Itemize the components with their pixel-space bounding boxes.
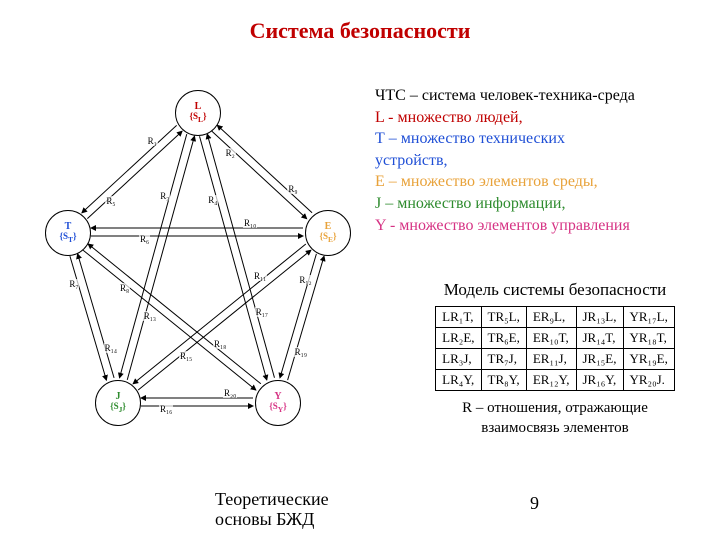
table-cell: JR₁₃L, bbox=[576, 307, 623, 328]
edge-label: R₇ bbox=[68, 279, 79, 289]
node-L: L{SL} bbox=[175, 90, 221, 136]
legend: ЧТС – система человек-техника-средаL - м… bbox=[375, 85, 710, 236]
footer-page: 9 bbox=[530, 493, 539, 514]
table-cell: ER₁₀T, bbox=[526, 328, 576, 349]
edge-label: R₁₃ bbox=[143, 311, 157, 321]
table-cell: LR₂E, bbox=[436, 328, 481, 349]
edge-label: R₁₁ bbox=[253, 271, 267, 281]
legend-line: J – множество информации, bbox=[375, 193, 710, 215]
table-cell: YR₁₉E, bbox=[623, 349, 674, 370]
legend-line: Y - множество элементов управления bbox=[375, 215, 710, 237]
table-cell: JR₁₅E, bbox=[576, 349, 623, 370]
table-cell: TR₅L, bbox=[481, 307, 526, 328]
legend-line: L - множество людей, bbox=[375, 107, 710, 129]
page-title: Система безопасности bbox=[0, 18, 720, 44]
table-cell: ER₁₂Y, bbox=[526, 370, 576, 391]
edge-label: R₁₆ bbox=[159, 404, 173, 414]
legend-line: Т – множество технических bbox=[375, 128, 710, 150]
edge-label: R₁₀ bbox=[243, 218, 257, 228]
edge-label: R₃ bbox=[159, 191, 170, 201]
legend-line: Е – множество элементов среды, bbox=[375, 171, 710, 193]
edge-label: R₂ bbox=[225, 148, 236, 158]
node-E: E{SE} bbox=[305, 210, 351, 256]
table-cell: YR₁₈T, bbox=[623, 328, 674, 349]
edge-label: R₁₂ bbox=[298, 275, 312, 285]
model-table: LR₁T,TR₅L,ER₉L,JR₁₃L,YR₁₇L,LR₂E,TR₆E,ER₁… bbox=[435, 306, 675, 391]
edge-label: R₉ bbox=[287, 184, 298, 194]
edge-label: R₁₇ bbox=[255, 307, 269, 317]
table-cell: JR₁₆Y, bbox=[576, 370, 623, 391]
table-row: LR₄Y,TR₈Y,ER₁₂Y,JR₁₆Y,YR₂₀J. bbox=[436, 370, 675, 391]
table-cell: TR₇J, bbox=[481, 349, 526, 370]
table-cell: JR₁₄T, bbox=[576, 328, 623, 349]
note-line1: R – отношения, отражающие bbox=[462, 400, 648, 416]
table-row: LR₁T,TR₅L,ER₉L,JR₁₃L,YR₁₇L, bbox=[436, 307, 675, 328]
edge-label: R₁ bbox=[147, 136, 158, 146]
footer-line2: основы БЖД bbox=[215, 509, 314, 529]
edge-label: R₅ bbox=[105, 196, 116, 206]
table-cell: LR₁T, bbox=[436, 307, 481, 328]
edge-label: R₂₀ bbox=[223, 388, 237, 398]
edge-label: R₁₈ bbox=[213, 339, 227, 349]
table-cell: TR₆E, bbox=[481, 328, 526, 349]
table-cell: LR₄Y, bbox=[436, 370, 481, 391]
note-line2: взаимосвязь элементов bbox=[481, 420, 628, 436]
edge-label: R₆ bbox=[139, 234, 150, 244]
legend-line: устройств, bbox=[375, 150, 710, 172]
table-cell: TR₈Y, bbox=[481, 370, 526, 391]
node-T: T{ST} bbox=[45, 210, 91, 256]
edge-label: R₈ bbox=[119, 283, 130, 293]
footer-text: Теоретические основы БЖД bbox=[215, 490, 329, 530]
table-note: R – отношения, отражающие взаимосвязь эл… bbox=[410, 399, 700, 438]
table-cell: YR₁₇L, bbox=[623, 307, 674, 328]
model-table-block: Модель системы безопасности LR₁T,TR₅L,ER… bbox=[410, 280, 700, 438]
table-row: LR₂E,TR₆E,ER₁₀T,JR₁₄T,YR₁₈T, bbox=[436, 328, 675, 349]
table-cell: ER₁₁J, bbox=[526, 349, 576, 370]
table-title: Модель системы безопасности bbox=[410, 280, 700, 300]
footer-line1: Теоретические bbox=[215, 489, 329, 509]
table-row: LR₃J,TR₇J,ER₁₁J,JR₁₅E,YR₁₉E, bbox=[436, 349, 675, 370]
edge-label: R₁₄ bbox=[104, 343, 118, 353]
title-text: Система безопасности bbox=[250, 18, 471, 43]
edge-label: R₁₉ bbox=[294, 347, 308, 357]
node-Y: Y{SY} bbox=[255, 380, 301, 426]
edge-label: R₄ bbox=[207, 195, 218, 205]
edge-label: R₁₅ bbox=[179, 351, 193, 361]
network-diagram: L{SL} E{SE} Y{SY} J{SJ} T{ST} R₁ R₅ R₂ R₉ R₃ R₁₃ R… bbox=[15, 60, 355, 440]
legend-line: ЧТС – система человек-техника-среда bbox=[375, 85, 710, 107]
table-cell: LR₃J, bbox=[436, 349, 481, 370]
table-cell: ER₉L, bbox=[526, 307, 576, 328]
table-cell: YR₂₀J. bbox=[623, 370, 674, 391]
node-J: J{SJ} bbox=[95, 380, 141, 426]
